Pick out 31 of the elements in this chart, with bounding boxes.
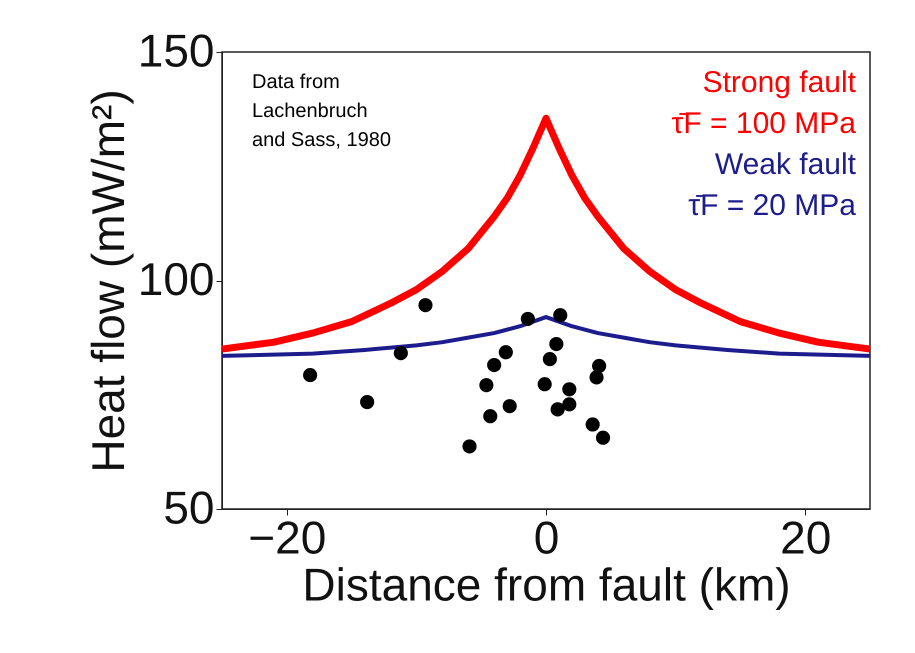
point [549,336,564,352]
text: Weak fault [714,148,857,181]
point [360,395,374,410]
annotation: τ̄F = 20 MPa [688,189,856,222]
point [502,399,517,414]
point [303,368,318,382]
point [562,382,576,396]
y-axis-title: Heat flow (mW/m²) [82,89,134,473]
annotation: τ̄F = 100 MPa [672,107,856,140]
y-tick-label: 50 [163,482,214,534]
point [596,430,610,445]
point [542,352,557,366]
text: Strong fault [702,66,857,99]
point [538,377,552,392]
point [589,370,604,384]
point [553,308,568,322]
point [479,378,494,392]
point [550,402,565,416]
point [562,397,576,412]
point [487,358,502,372]
point [418,298,433,312]
point [520,312,535,326]
point [394,346,408,360]
point [498,345,513,360]
point [592,358,606,374]
point [462,439,477,454]
point [483,409,498,424]
annotation: Data from Lachenbruch and Sass, 1980 [252,71,391,151]
point [586,417,600,432]
y-tick-label: 100 [138,253,214,305]
y-tick-label: 150 [138,24,214,76]
